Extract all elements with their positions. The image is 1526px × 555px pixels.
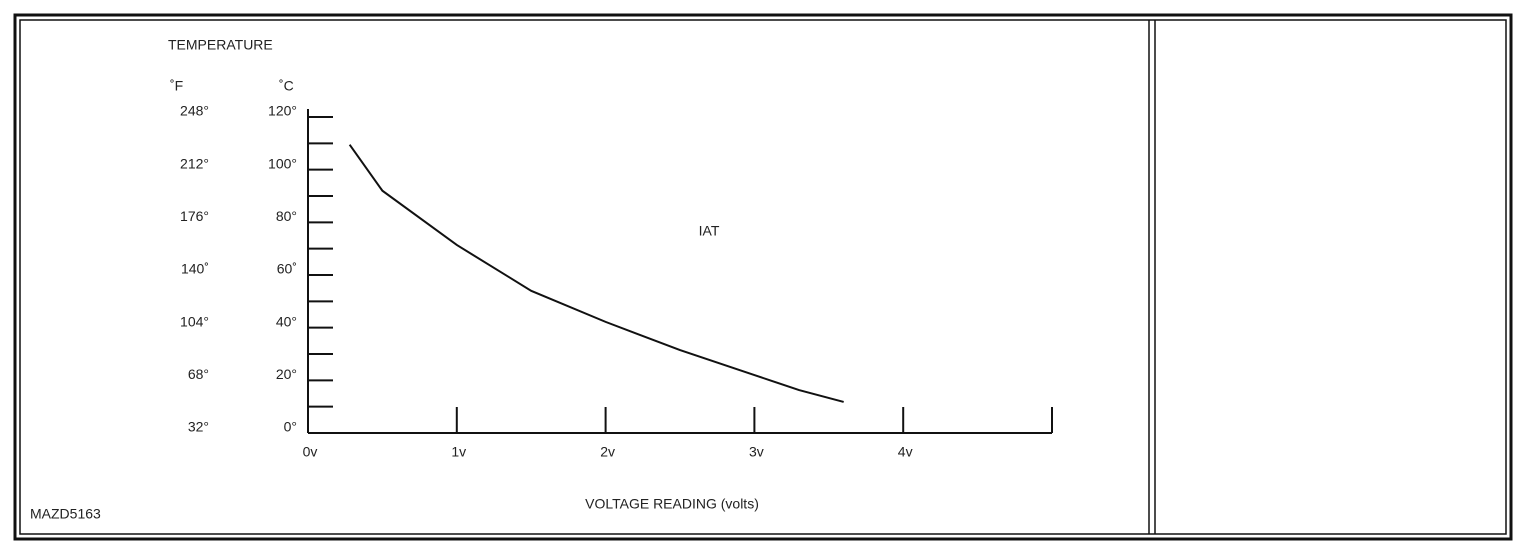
y-tick-label: 60˚ bbox=[277, 261, 297, 277]
y2-tick-label: 140˚ bbox=[181, 261, 209, 277]
x-tick-label: 0v bbox=[303, 444, 318, 460]
y2-tick-label: 176° bbox=[180, 208, 209, 224]
y2-tick-label: 212° bbox=[180, 155, 209, 171]
y2-tick-label: 32° bbox=[188, 419, 209, 435]
y-tick-label: 0° bbox=[284, 419, 297, 435]
y2-tick-label: 68° bbox=[188, 366, 209, 382]
y-tick-label: 20° bbox=[276, 366, 297, 382]
y-tick-label: 40° bbox=[276, 313, 297, 329]
y-tick-label: 80° bbox=[276, 208, 297, 224]
y-tick-label: 120° bbox=[268, 103, 297, 119]
x-axis-label: VOLTAGE READING (volts) bbox=[585, 496, 759, 512]
figure-id: MAZD5163 bbox=[30, 506, 101, 522]
y-tick-label: 100° bbox=[268, 155, 297, 171]
inner-frame bbox=[19, 19, 1507, 535]
outer-frame bbox=[13, 13, 1513, 541]
x-tick-label: 4v bbox=[898, 444, 913, 460]
x-tick-label: 2v bbox=[600, 444, 615, 460]
y2-unit-label: ˚F bbox=[170, 78, 183, 94]
y2-tick-label: 104° bbox=[180, 313, 209, 329]
data-line bbox=[348, 144, 844, 403]
y2-tick-label: 248° bbox=[180, 103, 209, 119]
x-tick-label: 3v bbox=[749, 444, 764, 460]
y-unit-label: ˚C bbox=[279, 78, 294, 94]
x-tick-label: 1v bbox=[451, 444, 466, 460]
series-label: IAT bbox=[699, 223, 720, 239]
chart-title: TEMPERATURE bbox=[168, 37, 273, 53]
